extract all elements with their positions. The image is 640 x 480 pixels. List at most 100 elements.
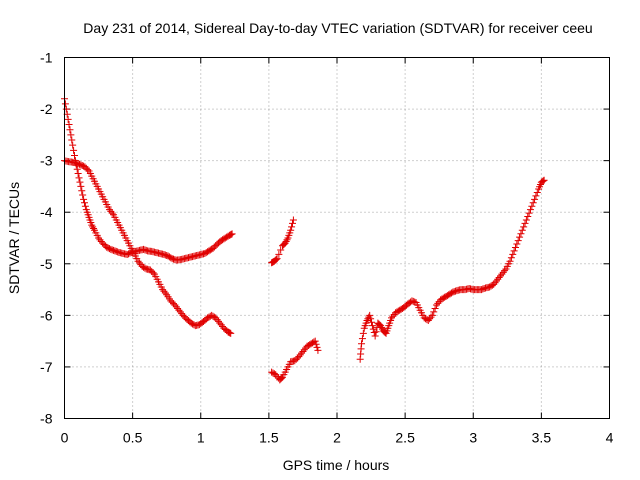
- data-point: [514, 237, 522, 245]
- chart-title: Day 231 of 2014, Sidereal Day-to-day VTE…: [83, 20, 592, 36]
- x-axis-label: GPS time / hours: [283, 457, 390, 473]
- data-point: [70, 151, 78, 159]
- data-point: [311, 337, 319, 345]
- data-point: [377, 322, 385, 330]
- series-track-e: [356, 176, 548, 363]
- x-tick-label: 1.5: [259, 430, 279, 446]
- data-point: [289, 216, 297, 224]
- data-point: [427, 313, 435, 321]
- x-tick-label: 2: [333, 430, 341, 446]
- data-point: [161, 289, 169, 297]
- data-point: [359, 329, 367, 337]
- data-point: [365, 313, 373, 321]
- x-tick-label: 0: [61, 430, 69, 446]
- series-track-b: [61, 157, 235, 337]
- y-tick-label: -1: [40, 50, 53, 66]
- data-point: [287, 226, 295, 234]
- data-point: [65, 121, 73, 129]
- data-point: [540, 176, 548, 184]
- data-point: [108, 209, 116, 217]
- data-point: [62, 105, 70, 113]
- data-point: [501, 267, 509, 275]
- data-point: [228, 230, 236, 238]
- data-point: [428, 311, 436, 319]
- data-point: [370, 329, 378, 337]
- data-point: [226, 231, 234, 239]
- grid: [64, 57, 610, 419]
- data-point: [372, 328, 380, 336]
- data-point: [531, 195, 539, 203]
- y-tick-label: -4: [40, 204, 53, 220]
- data-point: [70, 146, 78, 154]
- y-tick-label: -5: [40, 256, 53, 272]
- data-point: [520, 223, 528, 231]
- data-point: [74, 170, 82, 178]
- data-point: [368, 318, 376, 326]
- data-point: [67, 131, 75, 139]
- data-point: [371, 332, 379, 340]
- series-track-a: [61, 95, 236, 264]
- data-point: [64, 115, 72, 123]
- data-point: [288, 219, 296, 227]
- data-point: [510, 247, 518, 255]
- y-tick-label: -6: [40, 307, 53, 323]
- plot-frame: [64, 57, 610, 419]
- data-point: [431, 304, 439, 312]
- data-point: [518, 226, 526, 234]
- data-point: [275, 250, 283, 258]
- series-track-c: [268, 216, 297, 267]
- data-point: [281, 239, 289, 247]
- data-point: [88, 221, 96, 229]
- data-point: [522, 216, 530, 224]
- data-point: [226, 329, 234, 337]
- y-axis-label: SDTVAR / TECUs: [6, 182, 22, 294]
- data-point: [227, 329, 235, 337]
- data-point: [509, 250, 517, 258]
- data-point: [507, 254, 515, 262]
- data-point: [282, 237, 290, 245]
- x-tick-label: 3: [469, 430, 477, 446]
- data-point: [358, 335, 366, 343]
- data-point: [528, 202, 536, 210]
- data-point: [358, 340, 366, 348]
- data-point: [513, 240, 521, 248]
- data-point: [288, 223, 296, 231]
- data-point: [225, 328, 233, 336]
- data-point: [516, 233, 524, 241]
- x-tick-label: 0.5: [123, 430, 143, 446]
- data-point: [532, 192, 540, 200]
- data-point: [526, 206, 534, 214]
- data-point: [539, 177, 547, 185]
- data-point: [89, 223, 97, 231]
- data-point: [430, 308, 438, 316]
- y-axis-ticks: -1 -2 -3 -4 -5 -6 -7 -8: [40, 50, 610, 427]
- data-point: [283, 236, 291, 244]
- data-point: [84, 166, 92, 174]
- data-point: [367, 315, 375, 323]
- x-axis-ticks: 0 0.5 1 1.5 2 2.5 3 3.5 4: [61, 57, 614, 446]
- data-point: [277, 375, 285, 383]
- data-point: [79, 191, 87, 199]
- data-point: [81, 202, 89, 210]
- data-point: [68, 136, 76, 144]
- data-point: [277, 246, 285, 254]
- y-tick-label: -3: [40, 153, 53, 169]
- data-point: [75, 174, 83, 182]
- data-point: [368, 322, 376, 330]
- y-tick-label: -2: [40, 101, 53, 117]
- data-point: [314, 346, 322, 354]
- data-point: [506, 257, 514, 265]
- data-point: [312, 340, 320, 348]
- y-tick-label: -7: [40, 359, 53, 375]
- data-point: [69, 141, 77, 149]
- data-point: [80, 199, 88, 207]
- data-point: [533, 188, 541, 196]
- data-point: [381, 329, 389, 337]
- data-point: [90, 225, 98, 233]
- x-tick-label: 3.5: [532, 430, 552, 446]
- data-point: [363, 317, 371, 325]
- data-point: [66, 126, 74, 134]
- data-point: [529, 199, 537, 207]
- data-point: [273, 255, 281, 263]
